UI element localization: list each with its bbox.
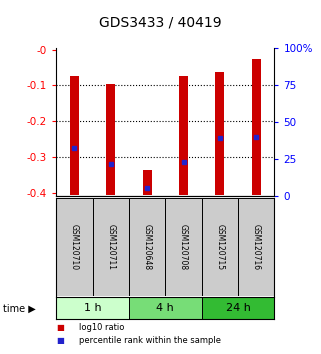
Bar [70, 76, 79, 195]
Text: ■: ■ [56, 336, 64, 345]
Bar [202, 297, 274, 319]
Bar [129, 297, 202, 319]
Text: GSM120710: GSM120710 [70, 224, 79, 270]
Text: ■: ■ [56, 323, 64, 332]
Text: GSM120716: GSM120716 [252, 224, 261, 270]
Text: time ▶: time ▶ [3, 304, 36, 314]
Bar [129, 198, 165, 296]
Bar [92, 198, 129, 296]
Text: GSM120711: GSM120711 [106, 224, 115, 270]
Text: GSM120715: GSM120715 [215, 224, 224, 270]
Bar [215, 72, 224, 195]
Text: log10 ratio: log10 ratio [79, 323, 124, 332]
Bar [56, 198, 92, 296]
Bar [143, 170, 152, 195]
Text: GSM120648: GSM120648 [143, 224, 152, 270]
Text: 4 h: 4 h [156, 303, 174, 313]
Bar [202, 198, 238, 296]
Bar [56, 297, 129, 319]
Bar [238, 198, 274, 296]
Bar [106, 84, 115, 195]
Text: GSM120708: GSM120708 [179, 224, 188, 270]
Bar [165, 198, 202, 296]
Text: percentile rank within the sample: percentile rank within the sample [79, 336, 221, 345]
Text: GDS3433 / 40419: GDS3433 / 40419 [99, 16, 222, 30]
Bar [252, 58, 261, 195]
Bar [179, 76, 188, 195]
Text: 24 h: 24 h [226, 303, 250, 313]
Text: 1 h: 1 h [84, 303, 101, 313]
